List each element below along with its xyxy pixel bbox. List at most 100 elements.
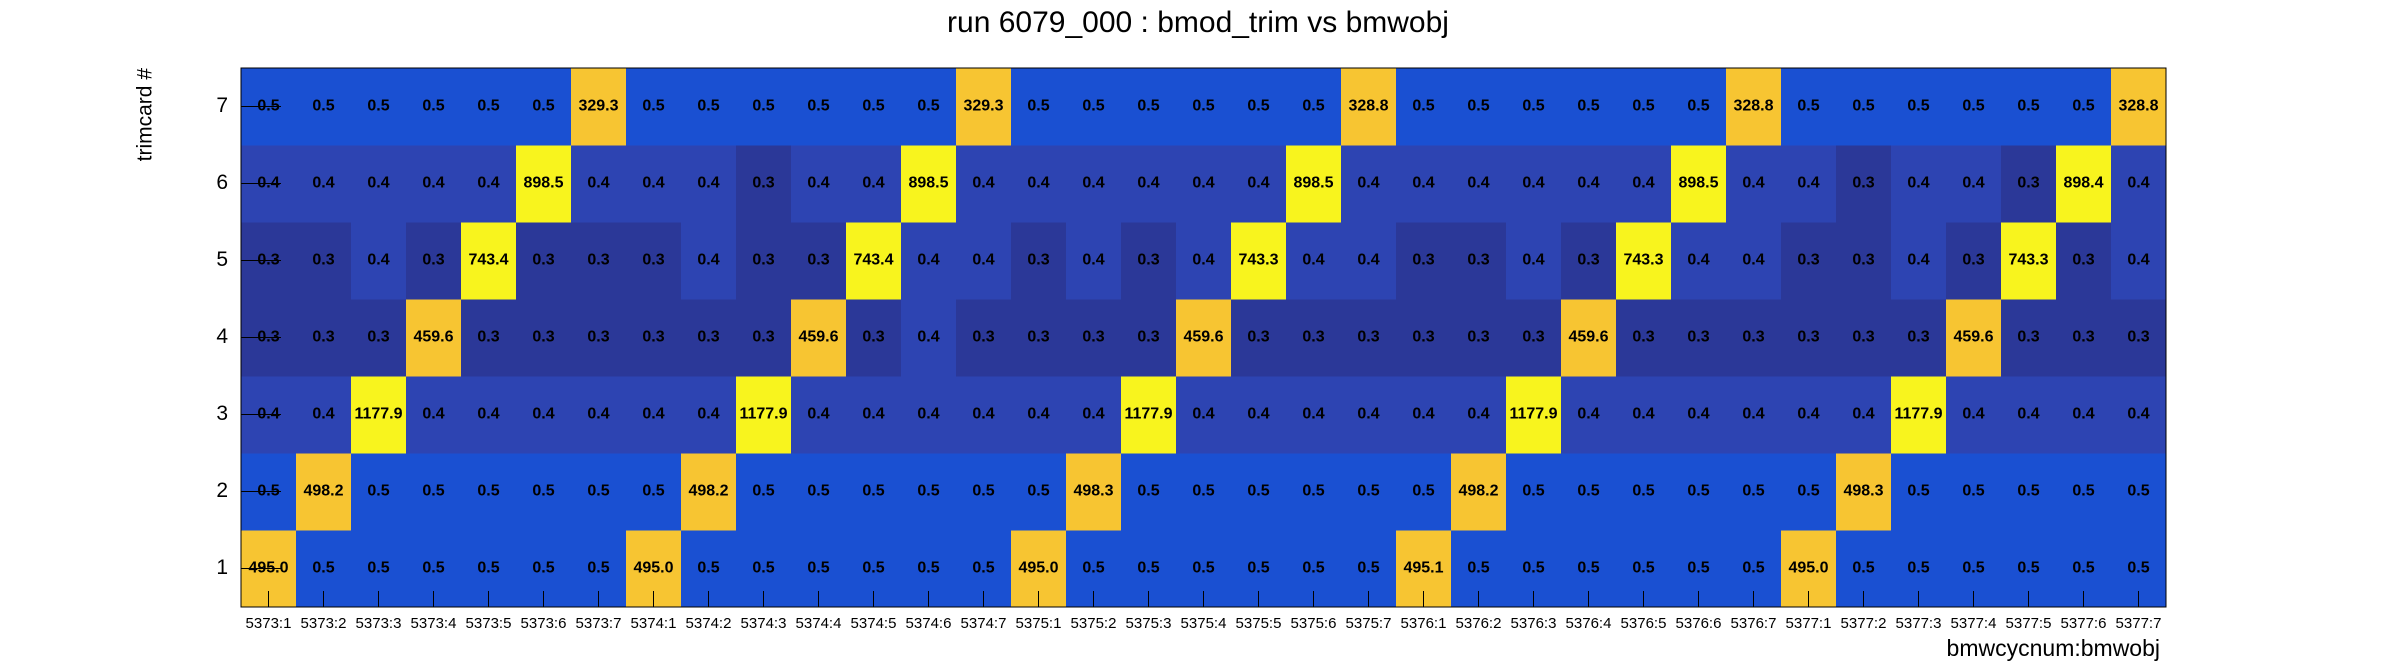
cell-label: 0.4 xyxy=(422,406,444,423)
cell-label: 898.5 xyxy=(1678,175,1718,192)
cell-label: 0.4 xyxy=(2127,252,2149,269)
cell xyxy=(1616,222,1672,300)
cell-label: 898.4 xyxy=(2063,175,2103,192)
x-tick-label: 5377:6 xyxy=(2061,615,2107,632)
cell-label: 0.5 xyxy=(532,483,554,500)
cell xyxy=(956,222,1012,300)
cell xyxy=(2001,222,2057,300)
cell-label: 0.5 xyxy=(422,98,444,115)
cell-label: 0.4 xyxy=(477,175,499,192)
cell xyxy=(1396,376,1452,454)
cell xyxy=(1066,453,1122,531)
cell xyxy=(1726,376,1782,454)
cell-label: 1177.9 xyxy=(739,406,787,423)
cell-label: 898.5 xyxy=(1293,175,1333,192)
cell-label: 0.5 xyxy=(2017,560,2039,577)
cell xyxy=(791,299,847,377)
cell-label: 0.4 xyxy=(532,406,554,423)
cell-label: 0.3 xyxy=(2017,329,2039,346)
cell-label: 0.5 xyxy=(1302,98,1324,115)
cell-label: 0.5 xyxy=(1962,560,1984,577)
cell xyxy=(681,222,737,300)
cell-label: 329.3 xyxy=(578,98,618,115)
cell-label: 0.3 xyxy=(587,329,609,346)
cell xyxy=(1231,145,1287,223)
cell xyxy=(626,145,682,223)
cell-label: 0.5 xyxy=(2127,483,2149,500)
cell-label: 0.4 xyxy=(1742,175,1764,192)
cell-label: 328.8 xyxy=(1733,98,1773,115)
y-axis-title: trimcard # xyxy=(134,68,157,162)
cell-label: 0.5 xyxy=(1577,483,1599,500)
cell-label: 0.5 xyxy=(1522,560,1544,577)
cell-label: 0.3 xyxy=(752,175,774,192)
cell-label: 0.5 xyxy=(2017,483,2039,500)
cell-label: 1177.9 xyxy=(354,406,402,423)
cell-label: 0.5 xyxy=(1687,483,1709,500)
cell-label: 0.4 xyxy=(1027,406,1049,423)
cell-label: 0.4 xyxy=(697,175,719,192)
cell xyxy=(296,145,352,223)
cell-label: 0.3 xyxy=(1247,329,1269,346)
cell xyxy=(1946,145,2002,223)
cell xyxy=(1341,453,1397,531)
cell-label: 0.3 xyxy=(422,252,444,269)
cell xyxy=(681,299,737,377)
cell-label: 0.5 xyxy=(862,483,884,500)
cell xyxy=(846,222,902,300)
cell-label: 0.4 xyxy=(2127,175,2149,192)
cell-label: 328.8 xyxy=(2118,98,2158,115)
x-tick-label: 5375:4 xyxy=(1181,615,1227,632)
cell-label: 0.5 xyxy=(1577,98,1599,115)
cell xyxy=(901,222,957,300)
cell-label: 0.4 xyxy=(862,406,884,423)
x-tick-label: 5374:7 xyxy=(961,615,1007,632)
cell xyxy=(1506,222,1562,300)
cell xyxy=(1891,299,1947,377)
cell-label: 0.3 xyxy=(2127,329,2149,346)
cell xyxy=(2111,145,2167,223)
cell-label: 0.5 xyxy=(1412,98,1434,115)
cell-label: 0.3 xyxy=(1137,252,1159,269)
cell-label: 0.3 xyxy=(1412,252,1434,269)
cell xyxy=(1121,453,1177,531)
cell xyxy=(1286,145,1342,223)
cell xyxy=(461,145,517,223)
cell xyxy=(1176,299,1232,377)
cell-label: 0.4 xyxy=(367,252,389,269)
cell xyxy=(571,222,627,300)
cell-label: 0.5 xyxy=(477,483,499,500)
cell-label: 0.5 xyxy=(752,98,774,115)
cell xyxy=(1671,222,1727,300)
cell-label: 0.4 xyxy=(697,252,719,269)
cell xyxy=(571,376,627,454)
y-tick-label: 4 xyxy=(216,325,228,348)
y-tick-label: 2 xyxy=(216,479,228,502)
cell xyxy=(1781,453,1837,531)
cell-label: 0.3 xyxy=(1687,329,1709,346)
cell xyxy=(516,222,572,300)
cell xyxy=(1561,145,1617,223)
cell xyxy=(1066,222,1122,300)
cell xyxy=(846,299,902,377)
cell xyxy=(1891,453,1947,531)
cell xyxy=(846,376,902,454)
cell-label: 0.5 xyxy=(972,560,994,577)
cell-label: 0.3 xyxy=(257,252,279,269)
cell-label: 0.5 xyxy=(1687,560,1709,577)
cell xyxy=(736,299,792,377)
cell xyxy=(1341,299,1397,377)
cell xyxy=(2056,453,2112,531)
cell-label: 0.4 xyxy=(1357,252,1379,269)
cell xyxy=(296,299,352,377)
cell xyxy=(1946,68,2002,146)
cell-label: 0.4 xyxy=(1357,406,1379,423)
cell xyxy=(1341,145,1397,223)
cell-label: 0.5 xyxy=(1852,98,1874,115)
cell xyxy=(1836,222,1892,300)
cell-label: 0.5 xyxy=(1467,560,1489,577)
cell-label: 0.5 xyxy=(1467,98,1489,115)
cell-label: 0.5 xyxy=(1797,98,1819,115)
cell xyxy=(1726,222,1782,300)
